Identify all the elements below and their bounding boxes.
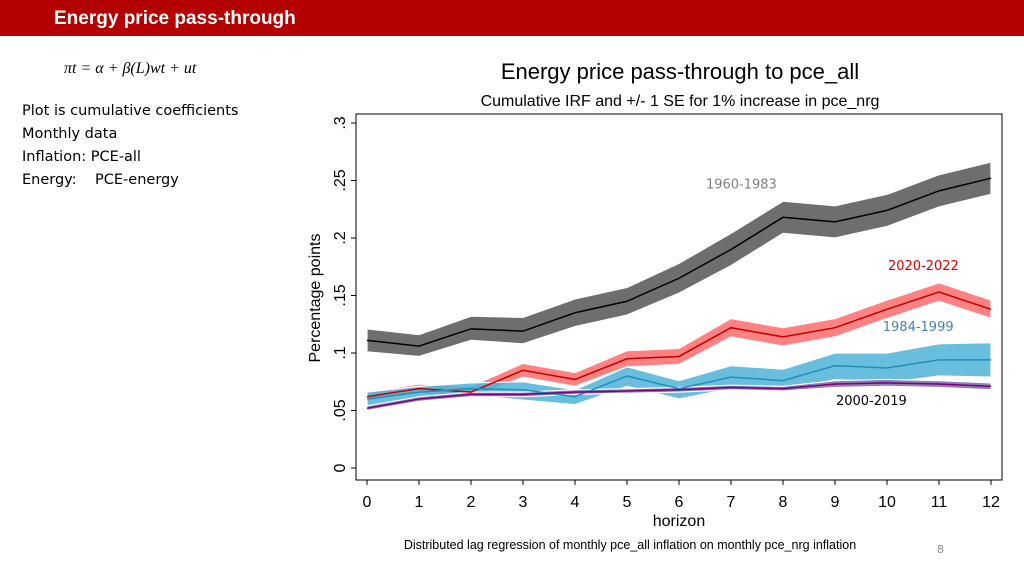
irf-line-1960-1983 (366, 177, 992, 347)
series-label: 1984-1999 (883, 320, 954, 335)
x-tick-label: 11 (931, 494, 948, 511)
se-band-1960-1983 (366, 161, 992, 358)
irf-line-1984-1999 (366, 359, 991, 400)
y-tick-label: .1 (332, 346, 349, 359)
y-axis-label: Percentage points (307, 234, 324, 363)
x-tick-label: 0 (363, 494, 372, 511)
irf-line-2000-2019 (366, 382, 992, 409)
slide-title: Energy price pass-through (54, 8, 296, 29)
note-line: Monthly data (22, 126, 118, 142)
x-axis-label: horizon (653, 513, 705, 530)
y-tick-label: .25 (332, 169, 349, 191)
notes-block: Plot is cumulative coefficients Monthly … (22, 100, 238, 192)
irf-line-2020-2022 (366, 291, 992, 398)
y-tick-label: .3 (332, 116, 349, 129)
chart-caption: Distributed lag regression of monthly pc… (404, 538, 856, 552)
note-line: Inflation: PCE-all (22, 149, 141, 165)
y-tick-label: .15 (332, 284, 349, 306)
page-number: 8 (937, 543, 944, 556)
x-tick-label: 6 (675, 494, 684, 511)
x-tick-label: 5 (623, 494, 632, 511)
header-bar (0, 0, 1024, 36)
chart-subtitle: Cumulative IRF and +/- 1 SE for 1% incre… (481, 93, 880, 110)
x-tick-label: 9 (831, 494, 840, 511)
x-tick-label: 7 (727, 494, 736, 511)
x-tick-label: 10 (878, 494, 896, 511)
series-label: 2000-2019 (836, 394, 907, 409)
series-label: 2020-2022 (888, 259, 959, 274)
regression-equation: πt = α + β(L)wt + ut (64, 60, 197, 77)
x-tick-label: 8 (779, 494, 788, 511)
note-line: Plot is cumulative coefficients (22, 103, 239, 119)
y-tick-label: .05 (332, 399, 349, 421)
x-tick-label: 2 (467, 494, 476, 511)
y-tick-label: 0 (332, 463, 349, 472)
x-tick-label: 4 (571, 494, 580, 511)
series-label: 1960-1983 (706, 178, 777, 193)
x-tick-label: 1 (415, 494, 424, 511)
y-tick-label: .2 (332, 231, 349, 244)
chart-title: Energy price pass-through to pce_all (501, 59, 859, 84)
x-tick-label: 3 (519, 494, 528, 511)
x-tick-label: 12 (982, 494, 1000, 511)
note-line: Energy: PCE-energy (22, 172, 179, 188)
se-band-2020-2022 (366, 282, 992, 403)
